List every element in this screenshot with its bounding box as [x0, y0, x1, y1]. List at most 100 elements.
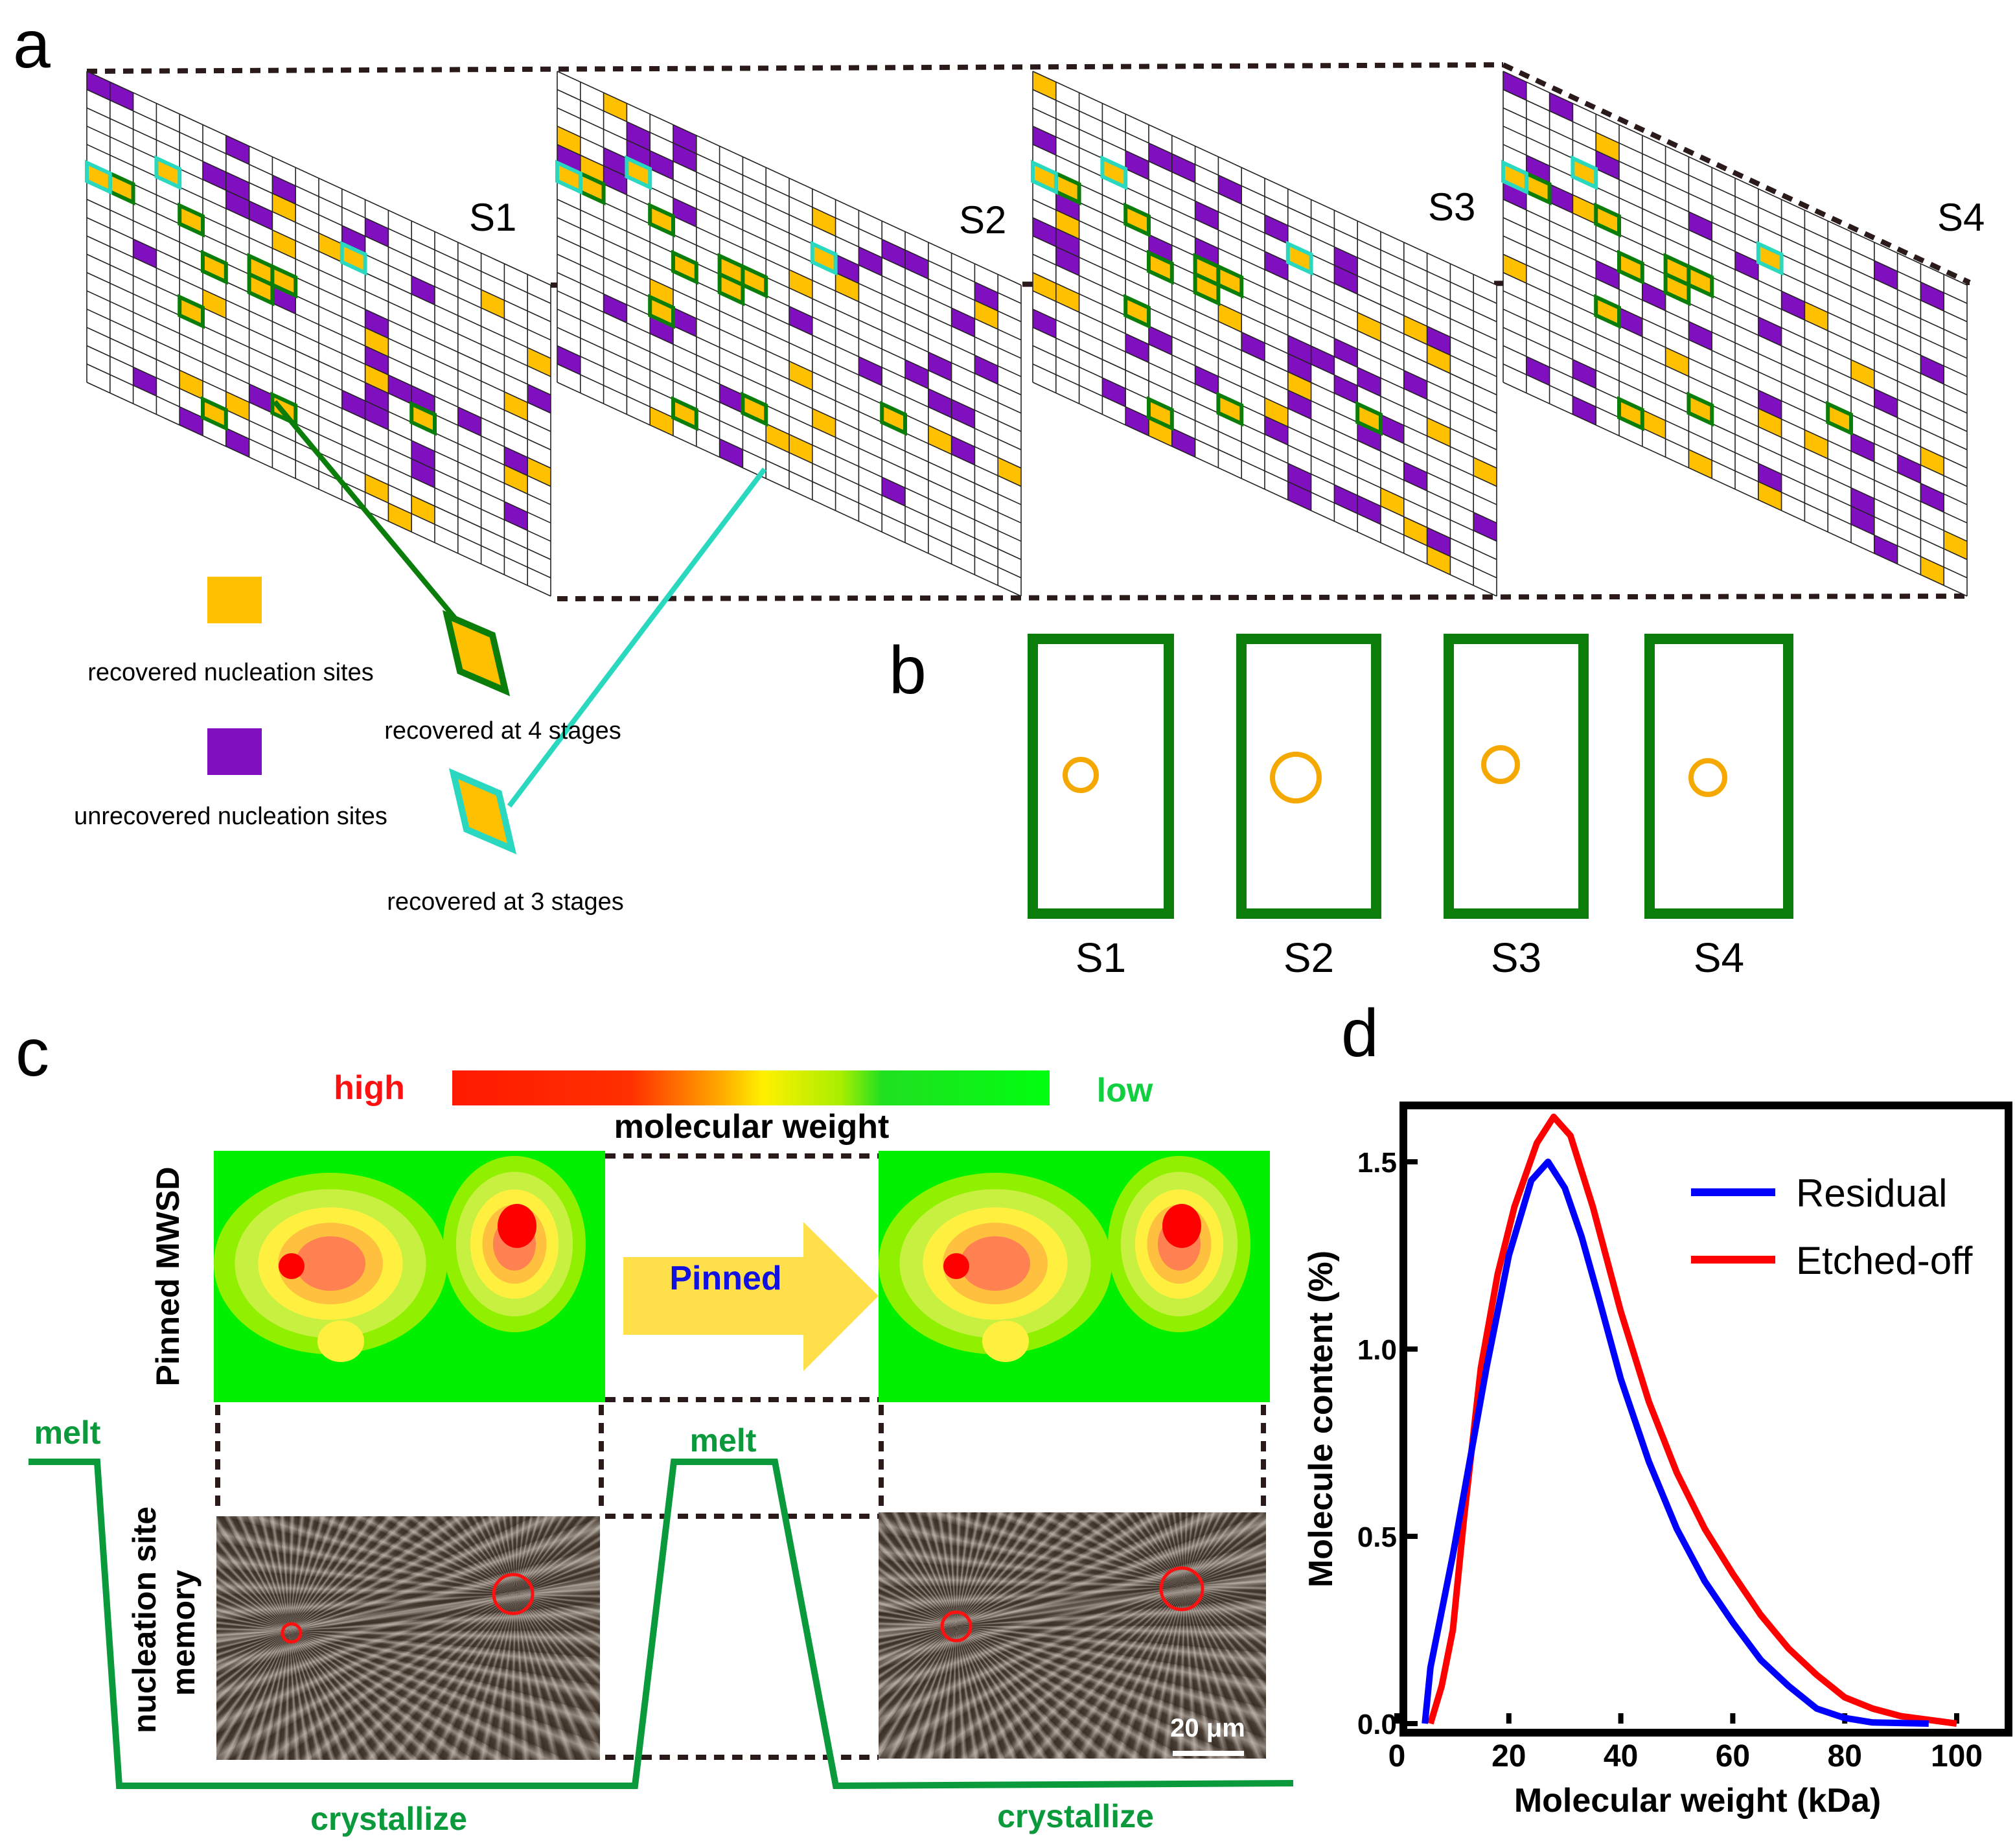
nucleation-site-ring [492, 1573, 535, 1615]
grid-line [1503, 180, 1968, 396]
stage-label-s2: S2 [959, 198, 1006, 242]
unrecovered-site-cell [603, 165, 627, 195]
grid-line [1032, 345, 1497, 560]
unrecovered-site-cell [1265, 251, 1288, 281]
recovered-four-stages-cell [1355, 400, 1383, 436]
grid-line [1503, 290, 1968, 505]
recovered-four-stages-cell [671, 249, 698, 285]
unrecovered-site-cell [858, 246, 882, 276]
recovered-site-cell [1758, 481, 1782, 511]
recovered-site-cell [1218, 303, 1242, 332]
polarized-micrograph [879, 1512, 1266, 1759]
unrecovered-site-cell [1874, 535, 1898, 564]
x-tick-label: 0 [1388, 1739, 1406, 1773]
recovered-three-stages-cell [1100, 155, 1128, 191]
recovered-site-cell [225, 391, 249, 421]
recovered-site-cell [504, 391, 528, 421]
legend-diamond-three-stages [448, 768, 517, 855]
grid-line [557, 327, 1022, 542]
grid-line [1032, 71, 1497, 286]
unrecovered-site-cell [673, 198, 697, 227]
grid-line [557, 364, 1022, 579]
row-label-memory: memory [165, 1570, 202, 1696]
recovered-four-stages-cell [1617, 396, 1644, 432]
recovered-four-stages-cell [717, 271, 745, 306]
nucleation-memory-micrograph-1 [216, 1516, 600, 1760]
polarized-micrograph [216, 1516, 600, 1760]
unrecovered-site-cell [882, 477, 905, 507]
recovered-site-cell [812, 207, 836, 237]
grid-line [1032, 107, 1497, 323]
unrecovered-site-cell [179, 406, 203, 436]
grid-line [1032, 235, 1497, 450]
stage-grid-4 [1501, 71, 1968, 597]
unrecovered-site-cell [388, 375, 412, 404]
unrecovered-site-cell [1033, 126, 1056, 156]
grid-line [1503, 162, 1968, 377]
grid-line [557, 345, 1022, 560]
recovered-three-stages-cell [1571, 155, 1598, 191]
grid-line [557, 308, 1022, 524]
recovered-site-cell [603, 93, 627, 122]
polarized-micrograph-texture [216, 1516, 600, 1760]
recovered-four-stages-cell [741, 391, 768, 427]
recovered-site-cell [1427, 344, 1451, 374]
mwsd-heatmap-2 [879, 1151, 1270, 1402]
recovered-site-cell [1403, 516, 1427, 546]
recovered-four-stages-cell [178, 294, 205, 329]
recovered-four-stages-cell [648, 294, 675, 329]
unrecovered-site-cell [951, 435, 975, 465]
unrecovered-site-cell [1851, 506, 1874, 535]
unrecovered-site-cell [1334, 265, 1358, 294]
recovered-site-cell [1055, 283, 1079, 312]
recovered-site-cell [179, 370, 203, 400]
recovered-site-cell [974, 300, 998, 330]
unrecovered-site-cell [1334, 485, 1358, 514]
recovered-three-stages-cell [340, 240, 367, 276]
recovered-site-cell [1688, 449, 1712, 479]
recovered-three-stages-cell [810, 240, 838, 276]
unrecovered-site-cell [341, 225, 365, 255]
recovered-three-stages-cell [625, 155, 652, 191]
recovered-three-stages-cell [1285, 240, 1313, 276]
unrecovered-site-cell [1357, 495, 1381, 525]
recovered-site-cell [998, 457, 1021, 487]
grid-line [86, 89, 551, 304]
recovered-four-stages-cell [1147, 249, 1174, 285]
recovered-site-cell [789, 270, 812, 299]
unrecovered-site-cell [1403, 370, 1427, 400]
grid-line [1503, 198, 1968, 414]
colorbar-title: molecular weight [614, 1108, 890, 1146]
recovered-four-stages-cell [1216, 391, 1244, 427]
recovered-site-cell [1804, 430, 1828, 459]
nucleation-site-ring [1159, 1566, 1204, 1611]
thermal-label-melt-2: melt [690, 1422, 757, 1459]
polarized-micrograph-texture [1033, 639, 1169, 914]
unrecovered-site-cell [1195, 365, 1219, 395]
stage-micrograph-s2: S2 [1236, 634, 1381, 981]
grid-line [557, 180, 1022, 396]
unrecovered-site-cell [1381, 414, 1404, 444]
unrecovered-site-cell [504, 446, 528, 476]
recovered-site-cell [527, 347, 551, 377]
unrecovered-site-cell [974, 355, 998, 384]
unrecovered-site-cell [650, 150, 673, 180]
grid-line [1032, 382, 1497, 597]
polarized-micrograph [1241, 639, 1376, 914]
nucleation-site-ring [1270, 752, 1322, 803]
unrecovered-site-cell [1055, 228, 1079, 258]
y-axis-label: Molecule content (%) [1302, 1251, 1340, 1588]
recovered-three-stages-cell [1031, 159, 1058, 195]
unrecovered-site-cell [249, 384, 273, 413]
grid-line [1503, 217, 1968, 432]
x-tick-label: 40 [1604, 1739, 1638, 1773]
panel-label-c: c [16, 1015, 49, 1091]
unrecovered-site-cell [1287, 463, 1311, 492]
unrecovered-site-cell [1287, 335, 1311, 365]
unrecovered-site-cell [719, 439, 743, 468]
thermal-label-melt-1: melt [34, 1415, 101, 1451]
grid-line [1503, 89, 1968, 304]
unrecovered-site-cell [1920, 282, 1944, 311]
polarized-micrograph-texture [879, 1512, 1266, 1759]
grid-line [1503, 345, 1968, 560]
